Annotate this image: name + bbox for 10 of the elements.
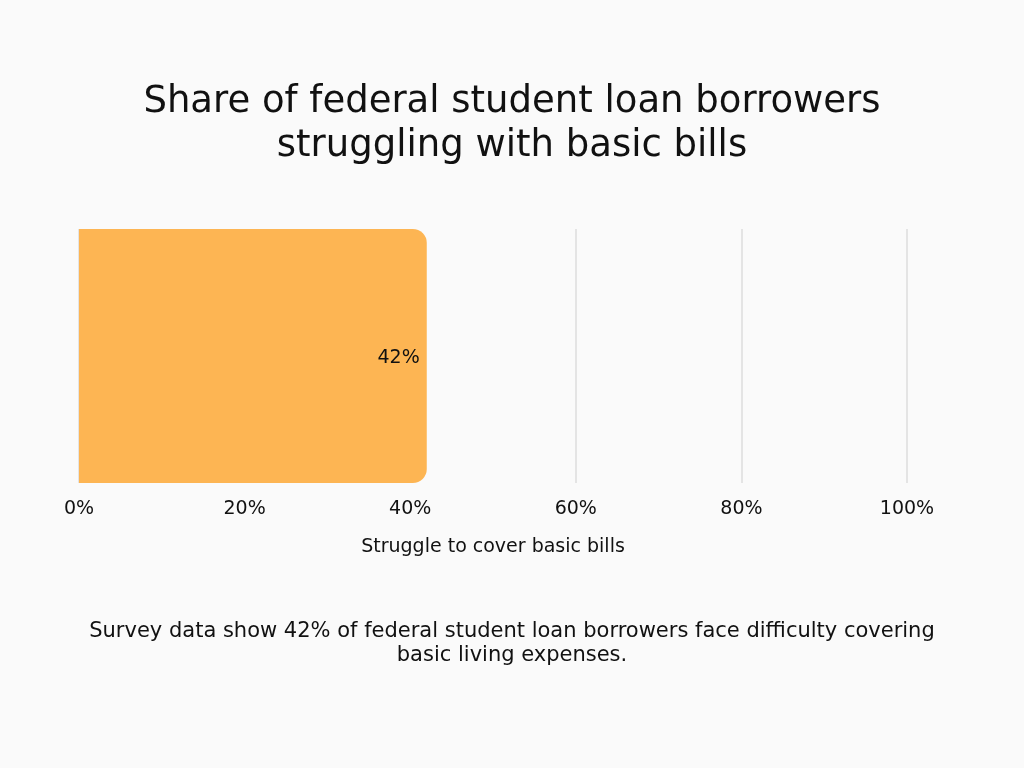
- x-axis-title: Struggle to cover basic bills: [361, 533, 625, 556]
- x-tick-label: 40%: [389, 495, 432, 518]
- x-tick-label: 100%: [879, 495, 935, 518]
- chart-title: Share of federal student loan borrowers struggling with basic bills: [142, 78, 882, 166]
- x-tick-label: 20%: [223, 495, 266, 518]
- x-tick-label: 80%: [720, 495, 763, 518]
- x-tick-label: 60%: [554, 495, 597, 518]
- x-tick-label: 0%: [63, 495, 95, 518]
- data-label: 42%: [377, 345, 420, 367]
- text: Survey data show 42% of federal student loan borrowers face difficulty covering basic living expenses.: [88, 618, 936, 666]
